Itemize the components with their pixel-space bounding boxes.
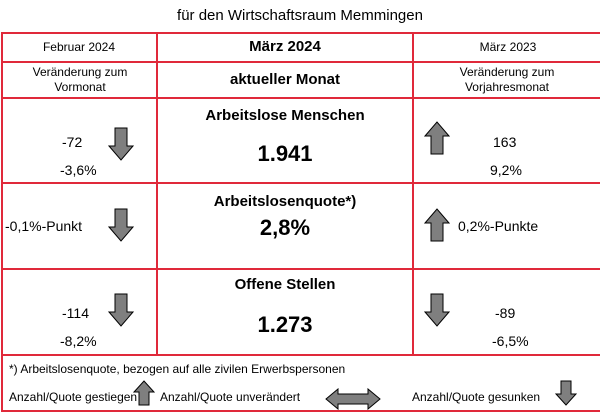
legend-decreased-label: Anzahl/Quote gesunken xyxy=(412,390,541,404)
column-divider xyxy=(156,32,158,354)
row2-value: 2,8% xyxy=(259,215,311,240)
row3-left-abs: -114 xyxy=(62,305,89,321)
row-divider xyxy=(1,354,600,356)
row1-right-pct: 9,2% xyxy=(490,162,522,178)
row3-title: Offene Stellen xyxy=(234,276,336,293)
row1-value: 1.941 xyxy=(257,141,313,166)
row2-left-change: -0,1%-Punkt xyxy=(5,218,83,234)
arrow-left-right-icon xyxy=(325,388,381,410)
arrow-up-icon xyxy=(424,208,450,242)
row-divider xyxy=(1,97,600,99)
row3-value: 1.273 xyxy=(257,312,313,337)
arrow-down-icon xyxy=(108,293,134,327)
row1-right-abs: 163 xyxy=(493,134,517,150)
center-column-label: aktueller Monat xyxy=(229,71,341,88)
row3-right-abs: -89 xyxy=(495,305,516,321)
right-month: März 2023 xyxy=(479,40,537,54)
footnote: *) Arbeitslosenquote, bezogen auf alle z… xyxy=(9,362,346,376)
row3-left-pct: -8,2% xyxy=(60,333,97,349)
page-title: für den Wirtschaftsraum Memmingen xyxy=(177,7,423,24)
left-column-label: Veränderung zum Vormonat xyxy=(32,65,128,94)
arrow-down-icon xyxy=(424,293,450,327)
row-divider xyxy=(1,268,600,270)
column-divider xyxy=(412,32,414,354)
arrow-down-icon xyxy=(555,380,577,406)
arrow-up-icon xyxy=(133,380,155,406)
row1-left-abs: -72 xyxy=(62,134,83,150)
row-divider xyxy=(1,61,600,63)
row2-title: Arbeitslosenquote*) xyxy=(213,193,357,210)
current-month: März 2024 xyxy=(249,38,321,55)
legend-unchanged-label: Anzahl/Quote unverändert xyxy=(160,390,301,404)
left-month: Februar 2024 xyxy=(42,40,116,54)
row3-right-pct: -6,5% xyxy=(492,333,529,349)
right-column-label: Veränderung zum Vorjahresmonat xyxy=(459,65,555,94)
row1-title: Arbeitslose Menschen xyxy=(205,107,365,124)
arrow-down-icon xyxy=(108,208,134,242)
row1-left-pct: -3,6% xyxy=(60,162,97,178)
arrow-up-icon xyxy=(424,121,450,155)
row2-right-change: 0,2%-Punkte xyxy=(458,218,539,234)
row-divider xyxy=(1,182,600,184)
legend-increased-label: Anzahl/Quote gestiegen xyxy=(9,390,138,404)
arrow-down-icon xyxy=(108,127,134,161)
